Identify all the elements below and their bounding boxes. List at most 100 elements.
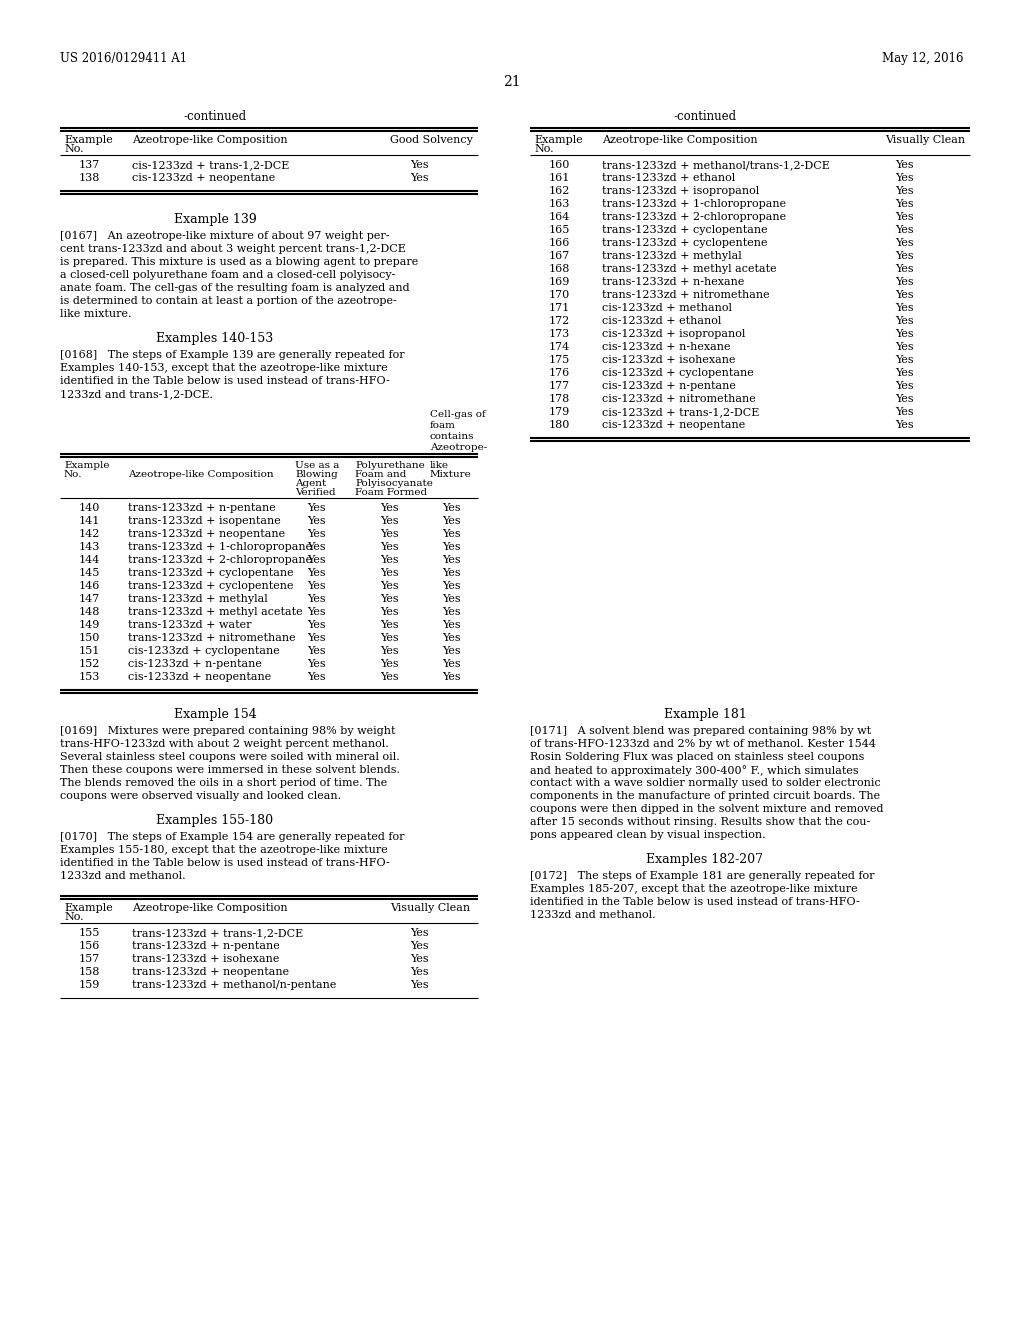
Text: coupons were observed visually and looked clean.: coupons were observed visually and looke… (60, 791, 341, 801)
Text: trans-1233zd + neopentane: trans-1233zd + neopentane (128, 529, 285, 539)
Text: Examples 182-207: Examples 182-207 (646, 853, 764, 866)
Text: 147: 147 (79, 594, 100, 605)
Text: Yes: Yes (307, 607, 326, 616)
Text: Yes: Yes (307, 581, 326, 591)
Text: Yes: Yes (442, 554, 461, 565)
Text: Yes: Yes (442, 594, 461, 605)
Text: Azeotrope-: Azeotrope- (430, 444, 487, 451)
Text: contains: contains (430, 432, 474, 441)
Text: 159: 159 (79, 979, 100, 990)
Text: Yes: Yes (895, 368, 913, 378)
Text: 156: 156 (79, 941, 100, 950)
Text: Yes: Yes (895, 381, 913, 391)
Text: Yes: Yes (307, 659, 326, 669)
Text: Agent: Agent (295, 479, 327, 488)
Text: trans-1233zd + cyclopentene: trans-1233zd + cyclopentene (128, 581, 294, 591)
Text: Yes: Yes (442, 645, 461, 656)
Text: Then these coupons were immersed in these solvent blends.: Then these coupons were immersed in thes… (60, 766, 400, 775)
Text: Yes: Yes (895, 329, 913, 339)
Text: cis-1233zd + n-pentane: cis-1233zd + n-pentane (128, 659, 262, 669)
Text: trans-1233zd + methylal: trans-1233zd + methylal (602, 251, 741, 261)
Text: Blowing: Blowing (295, 470, 338, 479)
Text: 165: 165 (549, 224, 570, 235)
Text: Yes: Yes (442, 620, 461, 630)
Text: Yes: Yes (895, 186, 913, 195)
Text: trans-1233zd + isopropanol: trans-1233zd + isopropanol (602, 186, 759, 195)
Text: Example 139: Example 139 (174, 213, 256, 226)
Text: 144: 144 (79, 554, 100, 565)
Text: Yes: Yes (410, 979, 429, 990)
Text: -continued: -continued (183, 110, 247, 123)
Text: Rosin Soldering Flux was placed on stainless steel coupons: Rosin Soldering Flux was placed on stain… (530, 752, 864, 762)
Text: trans-1233zd + n-pentane: trans-1233zd + n-pentane (128, 503, 275, 513)
Text: 152: 152 (79, 659, 100, 669)
Text: identified in the Table below is used instead of trans-HFO-: identified in the Table below is used in… (60, 858, 390, 869)
Text: cis-1233zd + isopropanol: cis-1233zd + isopropanol (602, 329, 745, 339)
Text: cis-1233zd + neopentane: cis-1233zd + neopentane (602, 420, 745, 430)
Text: Yes: Yes (380, 645, 398, 656)
Text: [0169]   Mixtures were prepared containing 98% by weight: [0169] Mixtures were prepared containing… (60, 726, 395, 737)
Text: 137: 137 (79, 160, 100, 170)
Text: cis-1233zd + n-hexane: cis-1233zd + n-hexane (602, 342, 730, 352)
Text: Use as a: Use as a (295, 461, 339, 470)
Text: Azeotrope-like Composition: Azeotrope-like Composition (132, 135, 288, 145)
Text: Yes: Yes (895, 315, 913, 326)
Text: Yes: Yes (442, 634, 461, 643)
Text: cis-1233zd + trans-1,2-DCE: cis-1233zd + trans-1,2-DCE (602, 407, 760, 417)
Text: Visually Clean: Visually Clean (390, 903, 470, 913)
Text: trans-1233zd + neopentane: trans-1233zd + neopentane (132, 968, 289, 977)
Text: 138: 138 (79, 173, 100, 183)
Text: 167: 167 (549, 251, 570, 261)
Text: 1233zd and methanol.: 1233zd and methanol. (530, 909, 655, 920)
Text: Yes: Yes (307, 568, 326, 578)
Text: 1233zd and trans-1,2-DCE.: 1233zd and trans-1,2-DCE. (60, 389, 213, 399)
Text: Yes: Yes (895, 251, 913, 261)
Text: trans-1233zd + n-pentane: trans-1233zd + n-pentane (132, 941, 280, 950)
Text: 146: 146 (79, 581, 100, 591)
Text: cis-1233zd + cyclopentane: cis-1233zd + cyclopentane (602, 368, 754, 378)
Text: pons appeared clean by visual inspection.: pons appeared clean by visual inspection… (530, 830, 766, 840)
Text: Verified: Verified (295, 488, 336, 498)
Text: 140: 140 (79, 503, 100, 513)
Text: The blends removed the oils in a short period of time. The: The blends removed the oils in a short p… (60, 777, 387, 788)
Text: Yes: Yes (442, 568, 461, 578)
Text: 148: 148 (79, 607, 100, 616)
Text: Yes: Yes (895, 160, 913, 170)
Text: Yes: Yes (307, 516, 326, 525)
Text: is prepared. This mixture is used as a blowing agent to prepare: is prepared. This mixture is used as a b… (60, 257, 418, 267)
Text: Example: Example (534, 135, 583, 145)
Text: coupons were then dipped in the solvent mixture and removed: coupons were then dipped in the solvent … (530, 804, 884, 814)
Text: 166: 166 (549, 238, 570, 248)
Text: 171: 171 (549, 304, 570, 313)
Text: Yes: Yes (895, 290, 913, 300)
Text: Yes: Yes (380, 620, 398, 630)
Text: 162: 162 (549, 186, 570, 195)
Text: Yes: Yes (307, 594, 326, 605)
Text: Yes: Yes (895, 277, 913, 286)
Text: trans-1233zd + methyl acetate: trans-1233zd + methyl acetate (128, 607, 303, 616)
Text: cis-1233zd + neopentane: cis-1233zd + neopentane (132, 173, 275, 183)
Text: 157: 157 (79, 954, 100, 964)
Text: [0172]   The steps of Example 181 are generally repeated for: [0172] The steps of Example 181 are gene… (530, 871, 874, 880)
Text: after 15 seconds without rinsing. Results show that the cou-: after 15 seconds without rinsing. Result… (530, 817, 870, 828)
Text: [0170]   The steps of Example 154 are generally repeated for: [0170] The steps of Example 154 are gene… (60, 832, 404, 842)
Text: Several stainless steel coupons were soiled with mineral oil.: Several stainless steel coupons were soi… (60, 752, 399, 762)
Text: No.: No. (63, 470, 83, 479)
Text: Yes: Yes (895, 355, 913, 366)
Text: trans-1233zd + cyclopentene: trans-1233zd + cyclopentene (602, 238, 768, 248)
Text: Yes: Yes (895, 420, 913, 430)
Text: trans-1233zd + 2-chloropropane: trans-1233zd + 2-chloropropane (128, 554, 312, 565)
Text: Yes: Yes (380, 554, 398, 565)
Text: 163: 163 (549, 199, 570, 209)
Text: cis-1233zd + ethanol: cis-1233zd + ethanol (602, 315, 721, 326)
Text: Yes: Yes (410, 173, 429, 183)
Text: Yes: Yes (895, 304, 913, 313)
Text: Mixture: Mixture (430, 470, 472, 479)
Text: Yes: Yes (380, 503, 398, 513)
Text: Yes: Yes (380, 543, 398, 552)
Text: Yes: Yes (410, 968, 429, 977)
Text: No.: No. (534, 144, 554, 154)
Text: cis-1233zd + trans-1,2-DCE: cis-1233zd + trans-1,2-DCE (132, 160, 290, 170)
Text: trans-1233zd + isohexane: trans-1233zd + isohexane (132, 954, 280, 964)
Text: Yes: Yes (410, 941, 429, 950)
